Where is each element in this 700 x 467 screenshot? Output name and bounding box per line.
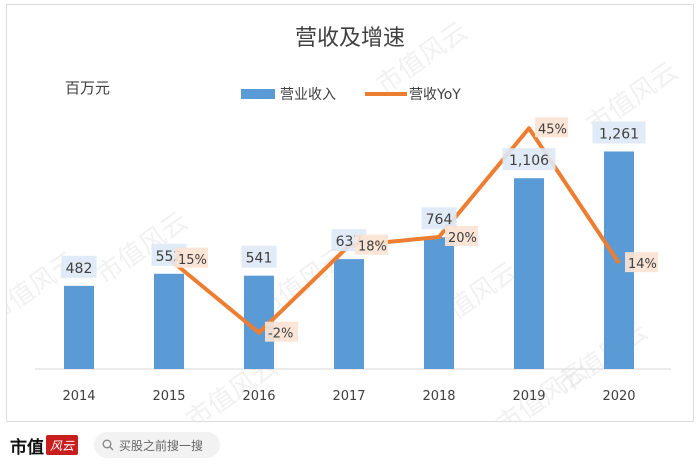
chart-frame: 市值风云 市值风云 市值风云 市值风云 市值风云 市值风云 市值风云 市值风云 市值风云 营收及增… [0,4,694,441]
x-tick-2017: 2017 [332,389,365,404]
x-tick-2020: 2020 [602,389,635,404]
brand-logo-text: 市值 [10,437,44,458]
bar-2017 [334,259,364,369]
legend-label-yoy: 营收YoY [409,87,461,103]
legend-label-revenue: 营业收入 [280,87,336,103]
yoy-label-2020: 14% [628,257,657,272]
yoy-label-bg [175,247,208,268]
search-box[interactable]: 买股之前搜一搜 [94,432,220,458]
bar-2015 [154,273,184,369]
unit-label: 百万元 [65,79,110,97]
bar-label-bg [61,255,97,278]
x-tick-2015: 2015 [152,389,185,404]
bar-label-2014: 482 [66,261,93,277]
bar-2014 [64,285,94,369]
footer-bar: 市值 风云 买股之前搜一搜 [0,424,700,467]
bar-label-2016: 541 [246,251,273,267]
yoy-label-2018: 20% [448,231,477,246]
x-tick-2016: 2016 [242,389,275,404]
x-tick-2019: 2019 [512,389,545,404]
yoy-label-2017: 18% [358,240,387,255]
yoy-label-bg [535,117,568,138]
yoy-label-2015: 15% [178,253,207,268]
revenue-growth-chart: 市值风云 市值风云 市值风云市值风云市值风云市值风云市值风云市值风云市值风云营收及增… [0,16,684,440]
yoy-label-2019: 45% [538,122,567,137]
legend-swatch-revenue [241,89,275,99]
brand-logo[interactable]: 市值 风云 [10,432,79,458]
chart-title: 营收及增速 [295,26,405,51]
yoy-label-2016: -2% [268,327,293,342]
x-tick-2014: 2014 [62,389,95,404]
yoy-label-bg [355,234,388,255]
yoy-label-bg [445,226,478,246]
bar-label-2020: 1,261 [599,126,639,142]
bar-label-2018: 764 [426,212,453,228]
yoy-label-bg [625,252,658,273]
brand-logo-mark: 风云 [46,435,79,455]
x-tick-2018: 2018 [422,389,455,404]
bar-label-bg [592,121,646,144]
bar-2019 [514,178,544,369]
yoy-label-bg [265,321,298,342]
bar-2018 [424,237,454,369]
search-icon [102,439,114,451]
bar-label-2019: 1,106 [509,153,549,169]
bar-label-bg [502,148,556,171]
bar-label-bg [241,245,277,268]
search-placeholder: 买股之前搜一搜 [119,438,204,453]
bar-label-bg [421,207,457,230]
